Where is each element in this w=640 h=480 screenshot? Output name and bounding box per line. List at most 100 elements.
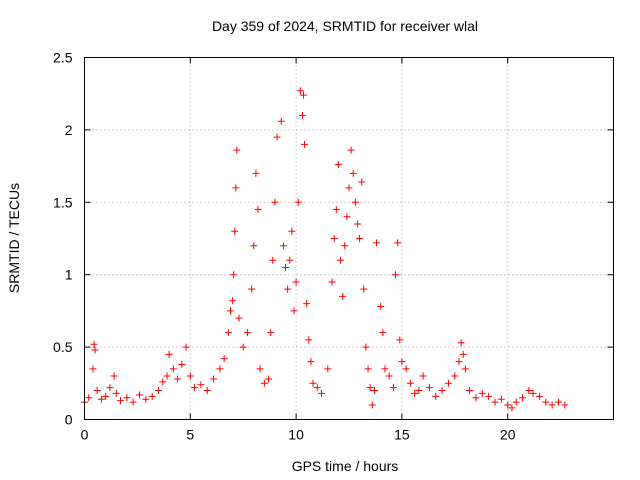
data-point <box>334 161 342 169</box>
data-point <box>116 397 124 405</box>
chart-title: Day 359 of 2024, SRMTID for receiver wla… <box>212 18 478 34</box>
data-point <box>343 213 351 221</box>
data-point <box>349 169 357 177</box>
data-point <box>85 394 93 402</box>
data-point <box>159 378 167 386</box>
data-point <box>317 389 325 397</box>
data-point <box>174 375 182 383</box>
x-tick-label: 15 <box>394 427 410 443</box>
data-point <box>332 206 340 214</box>
data-point <box>341 242 349 250</box>
data-point <box>411 389 419 397</box>
data-point <box>265 375 273 383</box>
data-point <box>398 358 406 366</box>
data-point <box>292 278 300 286</box>
data-point <box>339 292 347 300</box>
data-point <box>210 375 218 383</box>
y-tick-label: 0 <box>65 412 73 428</box>
data-point <box>351 198 359 206</box>
data-point <box>290 307 298 315</box>
data-point <box>232 184 240 192</box>
data-point <box>148 392 156 400</box>
data-point <box>461 365 469 373</box>
data-point <box>284 285 292 293</box>
data-point <box>362 343 370 351</box>
data-point <box>182 343 190 351</box>
data-point <box>394 239 402 247</box>
data-point <box>519 394 527 402</box>
data-point <box>186 372 194 380</box>
data-point <box>396 336 404 344</box>
data-point <box>269 256 277 264</box>
data-point <box>385 372 393 380</box>
data-point <box>330 235 338 242</box>
data-point <box>309 379 317 387</box>
data-points <box>81 87 569 412</box>
data-point <box>155 387 163 395</box>
data-point <box>106 384 114 392</box>
data-point <box>233 146 241 154</box>
data-point <box>286 256 294 264</box>
data-point <box>267 329 275 337</box>
x-tick-label: 10 <box>288 427 304 443</box>
data-point <box>229 297 237 305</box>
data-point <box>368 401 376 409</box>
data-point <box>455 358 463 366</box>
y-tick-label: 1.5 <box>53 194 73 210</box>
data-point <box>256 365 264 373</box>
data-point <box>296 87 304 95</box>
data-point <box>497 395 505 403</box>
data-point <box>91 346 99 354</box>
data-point <box>364 365 372 373</box>
data-point <box>419 372 427 380</box>
data-point <box>129 398 137 406</box>
data-point <box>252 169 260 177</box>
data-point <box>438 387 446 395</box>
data-point <box>485 392 493 400</box>
data-point <box>472 394 480 402</box>
data-point <box>466 387 474 395</box>
x-axis-label: GPS time / hours <box>292 458 399 474</box>
data-point <box>123 394 131 402</box>
data-point <box>415 387 423 395</box>
data-point <box>169 365 177 373</box>
data-point <box>254 206 262 214</box>
data-point <box>197 381 205 389</box>
data-point <box>282 263 290 271</box>
data-point <box>381 365 389 373</box>
x-tick-label: 0 <box>81 427 89 443</box>
data-point <box>142 395 150 403</box>
data-point <box>294 198 302 206</box>
data-point <box>554 398 562 406</box>
data-point <box>277 117 285 125</box>
data-point <box>347 146 355 154</box>
data-point <box>373 239 381 247</box>
data-point <box>535 392 543 400</box>
data-point <box>250 242 258 250</box>
data-point <box>112 389 120 397</box>
data-point <box>478 389 486 397</box>
data-point <box>165 350 173 358</box>
data-point <box>248 285 256 293</box>
data-point <box>273 133 281 141</box>
data-point <box>307 358 315 366</box>
data-point <box>271 198 279 206</box>
data-point <box>389 384 397 392</box>
data-point <box>370 387 378 395</box>
plot-frame <box>84 57 614 420</box>
data-point <box>548 401 556 409</box>
data-point <box>379 329 387 337</box>
data-point <box>324 365 332 373</box>
data-point <box>353 220 361 228</box>
data-point <box>512 398 520 406</box>
data-point <box>191 384 199 392</box>
data-point <box>231 227 239 235</box>
data-point <box>406 379 414 387</box>
data-point <box>90 340 98 348</box>
data-point <box>220 355 228 363</box>
x-axis: 0 5 10 15 20 <box>81 57 516 443</box>
data-point <box>216 365 224 373</box>
data-point <box>377 303 385 311</box>
y-tick-label: 1 <box>65 267 73 283</box>
y-tick-label: 2 <box>65 122 73 138</box>
